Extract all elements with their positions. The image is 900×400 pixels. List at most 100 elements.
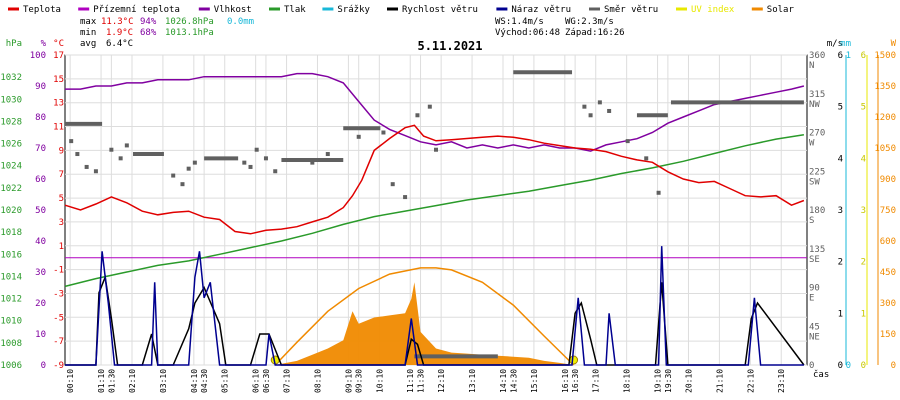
ms-axis-tick: 1 <box>838 309 843 319</box>
solar-axis-unit: W <box>891 39 897 49</box>
stats-max-rain: 0.0mm <box>227 17 254 27</box>
hpa-axis-tick: 1016 <box>0 250 22 260</box>
wind-direction-point <box>390 182 395 187</box>
percent-axis-tick: 30 <box>35 268 46 278</box>
x-tick-label: 16:30 <box>571 369 580 393</box>
legend-label: Solar <box>767 5 795 15</box>
x-tick-label: 20:10 <box>684 369 693 393</box>
x-tick-label: 11:30 <box>417 369 426 393</box>
wind-direction-point <box>403 195 408 200</box>
x-tick-label: 21:10 <box>715 369 724 393</box>
celsius-axis-tick: 9 <box>59 146 64 156</box>
wind-direction-point <box>588 113 593 118</box>
x-tick-label: 11:10 <box>406 369 415 393</box>
stats-sunset: Západ:16:26 <box>565 28 625 38</box>
percent-axis-tick: 10 <box>35 330 46 340</box>
celsius-axis-unit: °C <box>53 39 64 49</box>
solar-axis-tick: 1500 <box>874 51 896 61</box>
x-tick-label: 14:30 <box>509 369 518 393</box>
direction-axis-tick: 315 <box>809 90 825 100</box>
wind-direction-point <box>582 104 587 109</box>
x-tick-label: 18:10 <box>623 369 632 393</box>
ms-axis-tick: 4 <box>838 154 843 164</box>
celsius-axis-tick: 11 <box>53 123 64 133</box>
percent-axis-tick: 20 <box>35 299 46 309</box>
celsius-axis-tick: 7 <box>59 170 64 180</box>
hpa-axis-tick: 1024 <box>0 162 22 172</box>
uv-axis-tick: 0 <box>861 361 866 371</box>
x-tick-label: 10:10 <box>375 369 384 393</box>
direction-axis-tick: SW <box>809 177 820 187</box>
legend-label: Přízemní teplota <box>93 5 180 15</box>
hpa-axis-tick: 1022 <box>0 184 22 194</box>
x-tick-label: 12:10 <box>437 369 446 393</box>
percent-axis-tick: 60 <box>35 175 46 185</box>
wind-direction-point <box>171 173 176 178</box>
x-tick-label: 06:30 <box>262 369 271 393</box>
direction-axis-tick: W <box>809 139 815 149</box>
percent-axis-unit: % <box>41 39 47 49</box>
wind-direction-point <box>656 190 661 195</box>
sun-marker <box>569 355 579 365</box>
legend-label: Srážky <box>337 5 370 15</box>
uv-axis-tick: 6 <box>861 51 866 61</box>
stats-max-temp: 11.3°C <box>101 17 134 27</box>
stats-min-temp: 1.9°C <box>106 28 133 38</box>
celsius-axis-tick: -7 <box>53 337 64 347</box>
chart-title: 5.11.2021 <box>417 39 482 53</box>
percent-axis-tick: 70 <box>35 144 46 154</box>
uv-axis-tick: 5 <box>861 103 866 113</box>
celsius-axis-tick: -5 <box>53 313 64 323</box>
x-tick-label: 13:10 <box>468 369 477 393</box>
wind-direction-point <box>434 147 438 152</box>
mm-axis-unit: mm <box>840 39 851 49</box>
hpa-axis-tick: 1014 <box>0 272 22 282</box>
hpa-axis-tick: 1012 <box>0 295 22 305</box>
x-tick-label: 03:10 <box>159 369 168 393</box>
temperature-line <box>64 124 805 235</box>
uv-axis-tick: 1 <box>861 309 866 319</box>
x-tick-label: 01:10 <box>97 369 106 393</box>
x-tick-label: 06:10 <box>252 369 261 393</box>
celsius-axis-tick: -9 <box>53 361 64 371</box>
stats-sunrise: Východ:06:48 <box>495 28 560 38</box>
celsius-axis-tick: -3 <box>53 289 64 299</box>
x-axis-label: čas <box>813 369 829 380</box>
stats-max-label: max <box>80 17 97 27</box>
wind-direction-point <box>427 104 432 109</box>
legend-label: UV index <box>691 5 735 15</box>
hpa-axis-tick: 1028 <box>0 117 22 127</box>
x-tick-label: 14:10 <box>499 369 508 393</box>
hpa-axis-tick: 1010 <box>0 317 22 327</box>
stats-wg: WG:2.3m/s <box>565 17 614 27</box>
wind-direction-point <box>242 160 247 165</box>
direction-axis-tick: 45 <box>809 322 820 332</box>
percent-axis-tick: 100 <box>30 51 46 61</box>
solar-axis-tick: 600 <box>880 237 896 247</box>
x-tick-label: 16:10 <box>561 369 570 393</box>
wind-direction-point <box>248 164 253 169</box>
stats-min-hum: 68% <box>140 28 157 38</box>
percent-axis-tick: 0 <box>41 361 46 371</box>
wind-direction-point <box>192 160 197 165</box>
wind-direction-point <box>93 169 98 174</box>
stats-max-press: 1026.8hPa <box>165 17 214 27</box>
uv-axis-tick: 3 <box>861 206 866 216</box>
direction-axis-tick: N <box>809 61 814 71</box>
direction-axis-tick: 90 <box>809 284 820 294</box>
legend-label: Náraz větru <box>511 5 571 15</box>
hpa-axis-tick: 1026 <box>0 140 22 150</box>
celsius-axis-tick: 15 <box>53 75 64 85</box>
hpa-axis-unit: hPa <box>6 39 22 49</box>
celsius-axis-tick: 1 <box>59 242 64 252</box>
x-tick-label: 22:10 <box>746 369 755 393</box>
x-tick-label: 15:10 <box>530 369 539 393</box>
ms-axis-tick: 2 <box>838 258 843 268</box>
wind-direction-point <box>325 152 330 157</box>
direction-axis-tick: 135 <box>809 245 825 255</box>
solar-axis-tick: 450 <box>880 268 896 278</box>
legend-label: Rychlost větru <box>402 5 478 15</box>
plot-area: 00:10 01:10 01:30 02:10 03:10 04:10 04:30 05:10… <box>0 39 896 393</box>
x-tick-label: 19:30 <box>664 369 673 393</box>
celsius-axis-tick: 3 <box>59 218 64 228</box>
